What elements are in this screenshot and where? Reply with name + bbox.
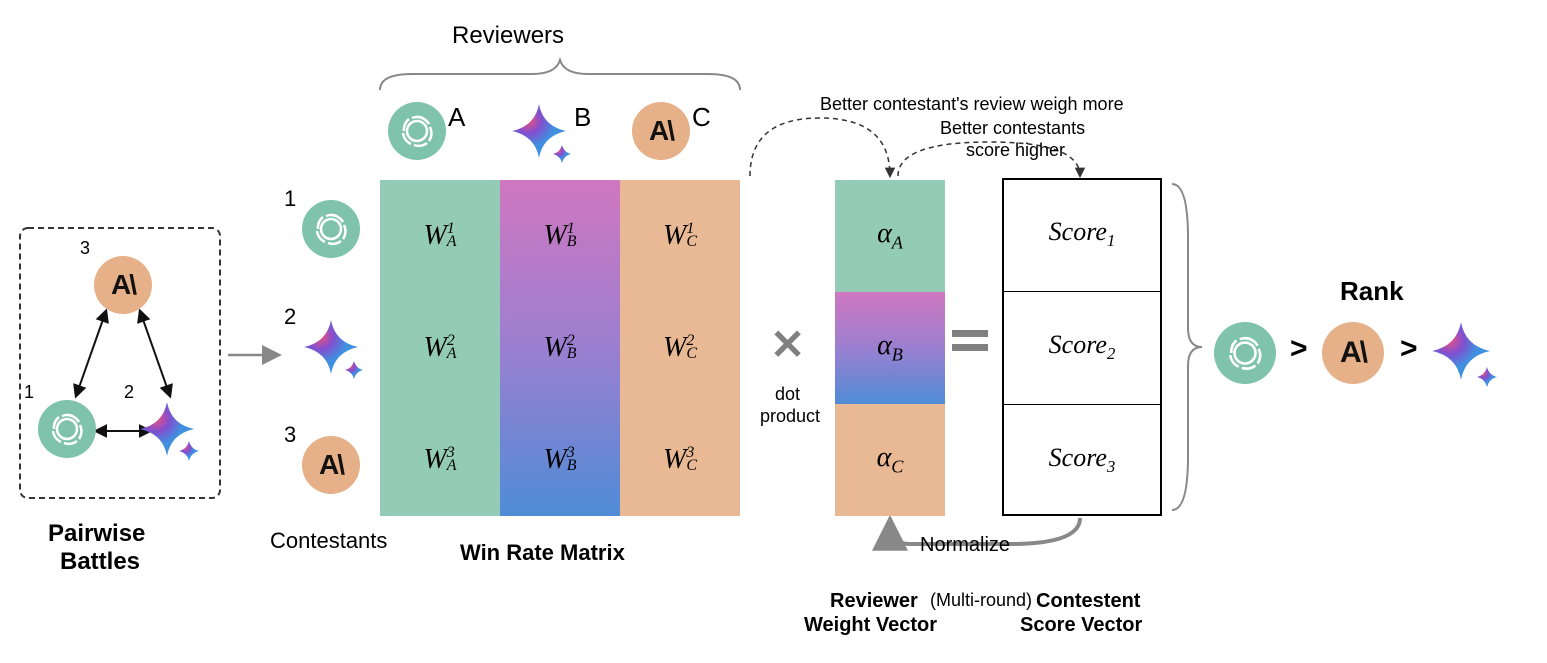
score-vec-l2: Score Vector — [1020, 614, 1142, 637]
reviewer-A-label: A — [448, 102, 465, 133]
product-label: product — [760, 406, 820, 427]
reviewer-B: B — [510, 102, 568, 165]
badge-1: 1 — [24, 382, 34, 403]
dot-label: dot — [775, 384, 800, 405]
battle-node-3: 3 A\ — [94, 256, 152, 314]
contestant-3-label: 3 — [284, 422, 296, 448]
annotation-2b: score higher — [966, 140, 1065, 161]
cell-B2: W2B — [500, 292, 620, 404]
reviewer-vec-l2: Weight Vector — [804, 614, 937, 637]
contestant-1: 1 — [302, 200, 360, 258]
alpha-C: αC — [835, 404, 945, 516]
normalize-label: Normalize — [920, 534, 1010, 557]
rank-label: Rank — [1340, 276, 1404, 307]
alpha-B: αB — [835, 292, 945, 404]
reviewer-C-label: C — [692, 102, 711, 133]
score-vec-l1: Contestent — [1036, 590, 1140, 613]
gt-1: > — [1290, 332, 1308, 366]
pairwise-label-1: Pairwise — [48, 520, 145, 548]
badge-3: 3 — [80, 238, 90, 259]
contestant-3: 3 A\ — [302, 436, 360, 494]
win-rate-matrix-label: Win Rate Matrix — [460, 540, 625, 566]
arrow-to-matrix — [226, 340, 286, 370]
multi-round-label: (Multi-round) — [930, 590, 1032, 611]
annotation-2a: Better contestants — [940, 118, 1085, 139]
cell-C1: W1C — [620, 180, 740, 292]
score-3: Score3 — [1002, 404, 1162, 516]
cell-C3: W3C — [620, 404, 740, 516]
contestants-label: Contestants — [270, 528, 387, 554]
badge-2: 2 — [124, 382, 134, 403]
alpha-A: αA — [835, 180, 945, 292]
reviewer-B-label: B — [574, 102, 591, 133]
gt-2: > — [1400, 332, 1418, 366]
cell-A1: W1A — [380, 180, 500, 292]
score-brace — [1166, 178, 1206, 516]
rank-3 — [1430, 320, 1492, 387]
contestant-2-label: 2 — [284, 304, 296, 330]
reviewers-label: Reviewers — [452, 22, 564, 50]
reviewer-A: A — [388, 102, 446, 160]
equals-operator — [950, 320, 990, 365]
multiply-operator: ✕ — [770, 320, 805, 369]
reviewer-C: A\ C — [632, 102, 690, 160]
cell-A2: W2A — [380, 292, 500, 404]
contestant-1-label: 1 — [284, 186, 296, 212]
contestant-2: 2 — [302, 318, 360, 381]
cell-A3: W3A — [380, 404, 500, 516]
cell-B3: W3B — [500, 404, 620, 516]
score-1: Score1 — [1002, 178, 1162, 290]
reviewer-vec-l1: Reviewer — [830, 590, 918, 613]
rank-2: A\ — [1322, 322, 1384, 384]
battle-node-2: 2 — [138, 400, 196, 463]
cell-C2: W2C — [620, 292, 740, 404]
reviewers-brace — [372, 54, 748, 94]
annotation-1: Better contestant's review weigh more — [820, 94, 1124, 115]
rank-1 — [1214, 322, 1276, 384]
pairwise-label-2: Battles — [60, 548, 140, 576]
battle-node-1: 1 — [38, 400, 96, 458]
score-2: Score2 — [1002, 291, 1162, 403]
cell-B1: W1B — [500, 180, 620, 292]
